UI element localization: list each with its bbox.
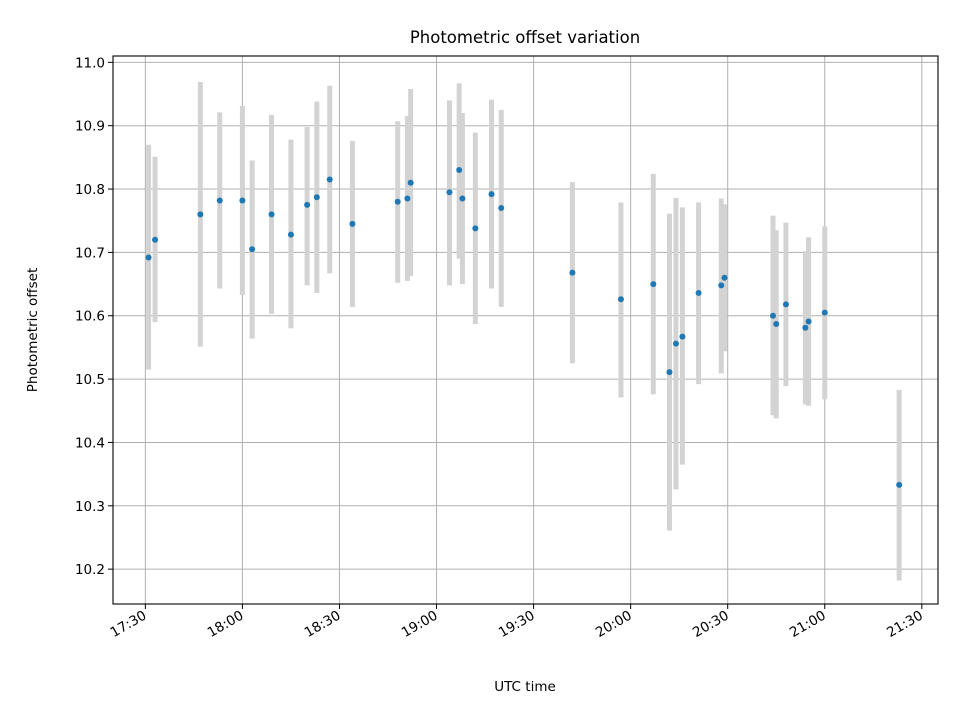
data-point [313, 194, 320, 201]
data-point [197, 211, 204, 218]
y-tick-label: 10.2 [75, 562, 105, 578]
y-tick-label: 10.4 [75, 435, 105, 451]
x-axis-ticks: 17:30 18:00 18:30 19:00 19:30 20:00 20:30 21:00… [108, 604, 926, 641]
data-point [821, 309, 828, 316]
data-point [407, 179, 414, 186]
data-point [718, 282, 725, 289]
grid [113, 56, 938, 604]
data-point [394, 198, 401, 205]
x-tick-label: 19:00 [399, 608, 441, 641]
x-tick-label: 20:00 [593, 608, 635, 641]
data-point [268, 211, 275, 218]
x-tick-label: 20:30 [690, 608, 732, 641]
data-point [152, 236, 159, 243]
data-point [472, 225, 479, 232]
y-tick-label: 11.0 [75, 55, 105, 71]
data-point [770, 312, 776, 319]
data-point [498, 205, 505, 212]
plot-background [113, 56, 938, 604]
y-tick-label: 10.5 [75, 372, 105, 388]
data-point [773, 320, 780, 327]
x-tick-label: 17:30 [108, 608, 150, 641]
data-point [802, 324, 809, 331]
data-point [145, 254, 152, 261]
chart-title: Photometric offset variation [410, 28, 640, 47]
data-point [304, 201, 311, 208]
data-point [617, 296, 624, 303]
data-point [695, 289, 702, 296]
data-point [404, 195, 411, 202]
data-point [672, 340, 679, 347]
data-points [145, 167, 903, 488]
y-tick-label: 10.6 [75, 309, 105, 325]
data-point [459, 195, 466, 202]
data-point [249, 246, 256, 253]
data-point [446, 189, 453, 196]
x-tick-label: 21:00 [787, 608, 829, 641]
data-point [488, 191, 495, 198]
y-axis-ticks: 10.2 10.3 10.4 10.5 10.6 10.7 10.8 10.9 11.0 [75, 55, 113, 578]
x-tick-label: 18:30 [302, 608, 344, 641]
data-point [569, 269, 576, 276]
data-point [456, 167, 463, 174]
data-point [679, 333, 686, 340]
data-point [349, 220, 356, 227]
data-point [287, 231, 294, 238]
y-tick-label: 10.8 [75, 182, 105, 198]
data-point [326, 176, 333, 183]
data-point [650, 281, 657, 288]
x-tick-label: 19:30 [496, 608, 538, 641]
plot-frame [112, 55, 939, 605]
x-axis-label: UTC time [494, 679, 556, 695]
y-tick-label: 10.7 [75, 245, 105, 261]
data-point [666, 369, 673, 376]
data-point [216, 197, 223, 204]
y-tick-label: 10.9 [75, 119, 105, 135]
data-point [896, 481, 903, 488]
y-axis-label: Photometric offset [25, 268, 41, 392]
x-tick-label: 21:30 [884, 608, 926, 641]
y-tick-label: 10.3 [75, 499, 105, 515]
data-point [782, 301, 789, 308]
data-point [805, 318, 812, 325]
data-point [239, 197, 246, 204]
data-point [721, 274, 728, 281]
x-tick-label: 18:00 [205, 608, 247, 641]
